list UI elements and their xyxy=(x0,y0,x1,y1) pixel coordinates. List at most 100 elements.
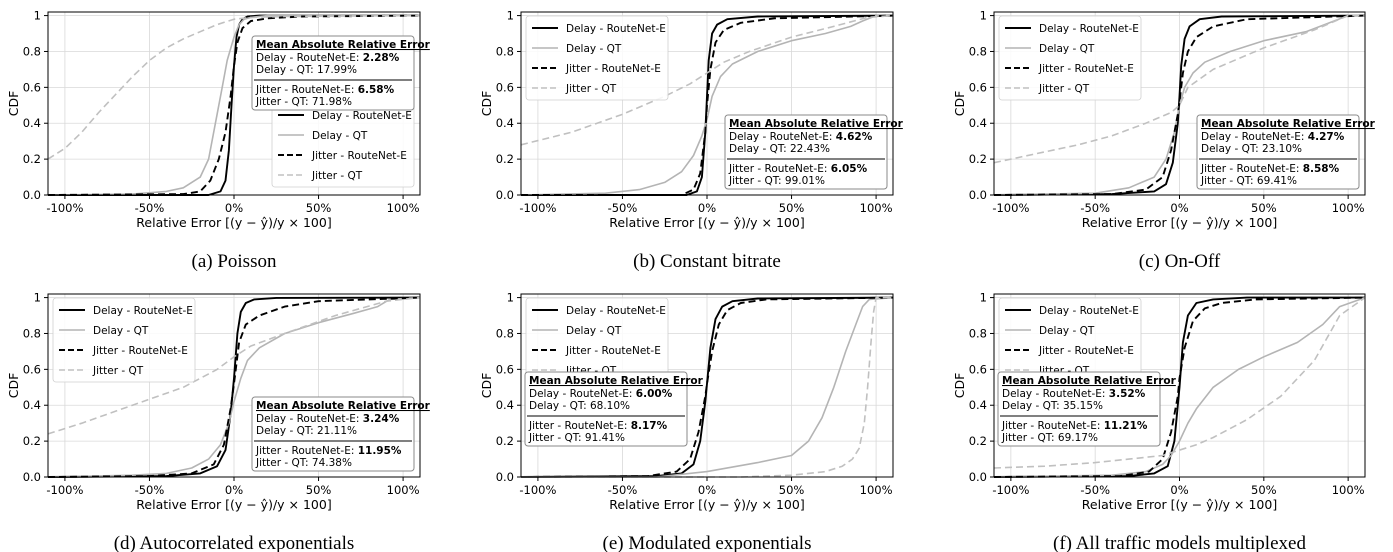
series-line xyxy=(47,296,421,478)
error-row: Jitter - QT: 91.41% xyxy=(528,432,625,444)
legend-entry: Jitter - QT xyxy=(92,365,144,377)
y-tick-label: 0.2 xyxy=(23,152,41,166)
error-label: Delay - RouteNet-E: xyxy=(256,52,363,64)
error-value: 21.11% xyxy=(317,425,357,437)
error-row: Jitter - RouteNet-E: 11.95% xyxy=(255,445,402,457)
x-tick-label: 0% xyxy=(225,483,243,497)
y-axis-label: CDF xyxy=(952,91,967,117)
error-row: Delay - RouteNet-E: 6.00% xyxy=(529,388,673,400)
legend-entry: Delay - QT xyxy=(312,130,368,142)
y-tick-label: 0.0 xyxy=(23,188,41,202)
error-box-frame xyxy=(724,114,888,190)
y-axis-label: CDF xyxy=(479,373,494,399)
error-label: Jitter - QT: xyxy=(255,96,312,108)
error-label: Jitter - QT: xyxy=(528,432,585,444)
error-label: Jitter - RouteNet-E: xyxy=(528,420,631,432)
error-label: Jitter - QT: xyxy=(728,175,785,187)
x-tick-label: -50% xyxy=(608,201,638,215)
error-value: 23.10% xyxy=(1262,143,1302,155)
error-row: Delay - QT: 68.10% xyxy=(529,400,630,412)
y-tick-label: 0.8 xyxy=(23,326,41,340)
error-label: Jitter - RouteNet-E: xyxy=(255,84,358,96)
x-tick-label: 0% xyxy=(1170,483,1188,497)
series-line xyxy=(993,14,1365,196)
error-value: 69.17% xyxy=(1058,432,1098,444)
x-axis-label: Relative Error [(y − ŷ)/y × 100] xyxy=(136,497,331,512)
x-tick-label: 100% xyxy=(387,201,420,215)
y-axis-label: CDF xyxy=(479,91,494,117)
error-row: Jitter - QT: 99.01% xyxy=(728,175,825,187)
error-box-title: Mean Absolute Relative Error xyxy=(529,375,704,387)
error-value: 3.24% xyxy=(363,413,400,425)
x-tick-label: -100% xyxy=(519,483,556,497)
y-tick-label: 1 xyxy=(980,9,987,23)
error-label: Jitter - RouteNet-E: xyxy=(728,163,831,175)
error-row: Jitter - QT: 71.98% xyxy=(255,96,352,108)
error-value: 4.27% xyxy=(1308,131,1345,143)
y-tick-label: 0.6 xyxy=(23,80,41,94)
series-line xyxy=(47,14,420,196)
series-line xyxy=(521,296,893,478)
error-value: 22.43% xyxy=(790,143,830,155)
legend-entry: Delay - RouteNet-E xyxy=(93,305,193,317)
legend-entry: Jitter - RouteNet-E xyxy=(565,345,661,357)
legend-frame xyxy=(52,297,196,383)
legend-entry: Delay - RouteNet-E xyxy=(1039,23,1139,35)
legend-entry: Delay - QT xyxy=(566,325,622,337)
series-line xyxy=(47,14,421,160)
error-row: Delay - RouteNet-E: 2.28% xyxy=(256,52,400,64)
series-line xyxy=(993,296,1366,478)
error-value: 8.58% xyxy=(1303,163,1340,175)
x-tick-label: -100% xyxy=(992,201,1029,215)
error-label: Delay - RouteNet-E: xyxy=(1002,388,1109,400)
legend-entry: Delay - RouteNet-E xyxy=(566,23,666,35)
y-tick-label: 1 xyxy=(507,291,514,305)
y-tick-label: 0.0 xyxy=(496,470,514,484)
error-row: Jitter - QT: 69.17% xyxy=(1001,432,1098,444)
error-value: 2.28% xyxy=(363,52,400,64)
error-value: 17.99% xyxy=(317,64,357,76)
chart-panel: -100% -50% 0% 50% 100% 0.0 0.2 0.4 0.6 0.8 1 Relati… xyxy=(479,291,894,552)
y-tick-label: 0.0 xyxy=(969,470,987,484)
legend-entry: Delay - QT xyxy=(1039,325,1095,337)
x-tick-label: 50% xyxy=(306,201,332,215)
series-line xyxy=(47,296,421,478)
y-tick-label: 1 xyxy=(507,9,514,23)
series-line xyxy=(47,296,421,435)
y-axis-label: CDF xyxy=(952,373,967,399)
error-label: Delay - RouteNet-E: xyxy=(529,388,636,400)
error-label: Delay - QT: xyxy=(1002,400,1063,412)
y-tick-label: 0.6 xyxy=(969,362,987,376)
legend-entry: Delay - QT xyxy=(93,325,149,337)
y-tick-label: 0.0 xyxy=(969,188,987,202)
error-row: Jitter - RouteNet-E: 6.05% xyxy=(728,163,868,175)
series-line xyxy=(521,14,894,196)
error-box-title: Mean Absolute Relative Error xyxy=(256,400,431,412)
error-label: Jitter - RouteNet-E: xyxy=(255,445,358,457)
legend-entry: Delay - RouteNet-E xyxy=(566,305,666,317)
series-line xyxy=(47,14,421,196)
legend-entry: Jitter - QT xyxy=(565,83,617,95)
x-tick-label: 100% xyxy=(1332,483,1365,497)
y-tick-label: 0.0 xyxy=(23,470,41,484)
y-tick-label: 0.6 xyxy=(969,80,987,94)
x-tick-label: 100% xyxy=(387,483,420,497)
chart-panel: -100% -50% 0% 50% 100% 0.0 0.2 0.4 0.6 0.8 1 Relati… xyxy=(6,9,431,272)
chart-panel: -100% -50% 0% 50% 100% 0.0 0.2 0.4 0.6 0.8 1 Relati… xyxy=(479,9,904,272)
y-tick-label: 0.6 xyxy=(23,362,41,376)
error-row: Delay - QT: 23.10% xyxy=(1201,143,1302,155)
series-line xyxy=(520,296,894,478)
error-value: 69.41% xyxy=(1257,175,1297,187)
error-row: Jitter - QT: 69.41% xyxy=(1200,175,1297,187)
error-value: 99.01% xyxy=(785,175,825,187)
y-tick-label: 0.2 xyxy=(23,434,41,448)
y-tick-label: 0.0 xyxy=(496,188,514,202)
legend-entry: Delay - QT xyxy=(566,43,622,55)
error-box-title: Mean Absolute Relative Error xyxy=(1201,118,1376,130)
error-row: Jitter - RouteNet-E: 8.17% xyxy=(528,420,668,432)
legend-entry: Jitter - QT xyxy=(1038,83,1090,95)
x-tick-label: 50% xyxy=(306,483,332,497)
chart-panel: -100% -50% 0% 50% 100% 0.0 0.2 0.4 0.6 0.8 1 Relati… xyxy=(952,9,1376,272)
